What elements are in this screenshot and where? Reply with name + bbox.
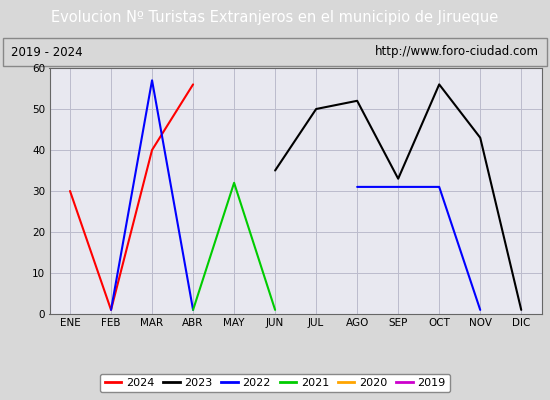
Legend: 2024, 2023, 2022, 2021, 2020, 2019: 2024, 2023, 2022, 2021, 2020, 2019 bbox=[100, 374, 450, 392]
Text: Evolucion Nº Turistas Extranjeros en el municipio de Jirueque: Evolucion Nº Turistas Extranjeros en el … bbox=[51, 10, 499, 25]
Text: http://www.foro-ciudad.com: http://www.foro-ciudad.com bbox=[375, 46, 539, 58]
Text: 2019 - 2024: 2019 - 2024 bbox=[11, 46, 82, 58]
